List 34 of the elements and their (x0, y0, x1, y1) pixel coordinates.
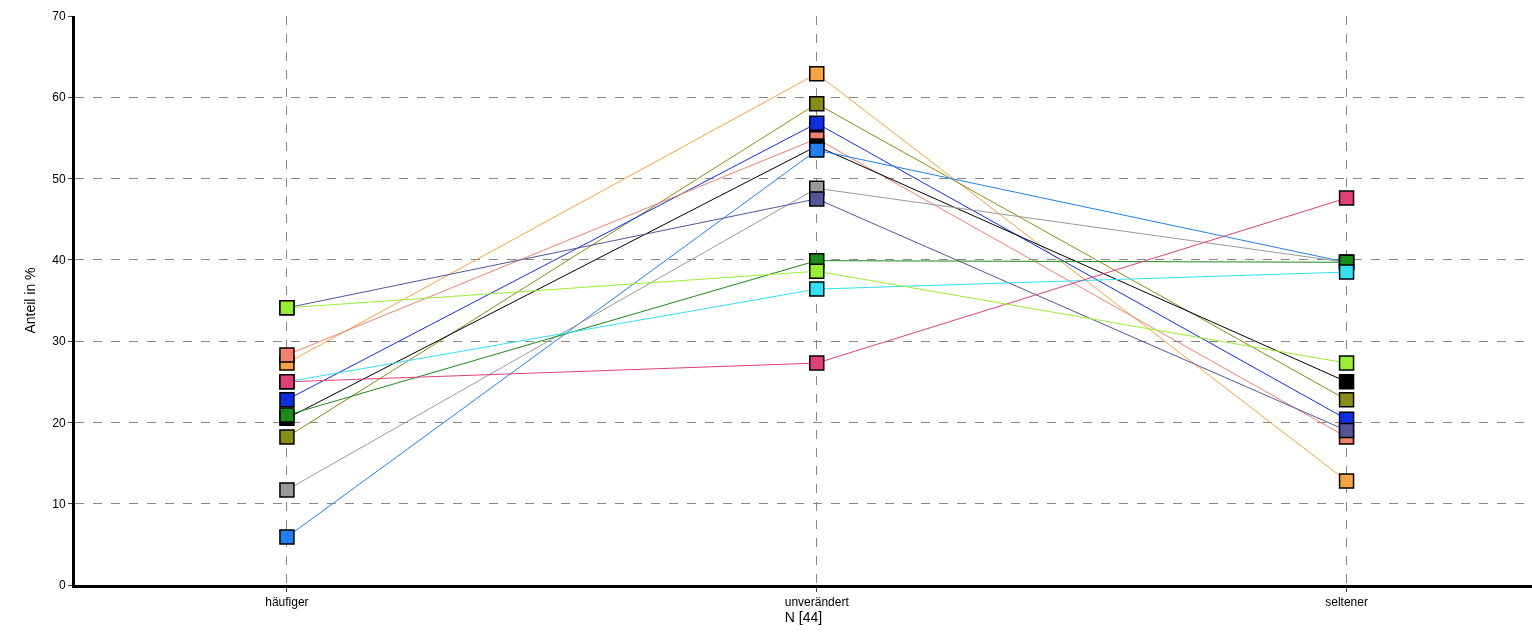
point (809, 355, 825, 371)
point (279, 407, 295, 423)
y-tick-label: 40 (52, 253, 66, 268)
point (1338, 422, 1355, 439)
point (1338, 374, 1355, 390)
x-tick-label: unverändert (784, 595, 850, 610)
point (1338, 355, 1355, 371)
x-tick-label: häufiger (265, 595, 309, 610)
point (279, 347, 295, 363)
y-tick-label: 70 (52, 9, 66, 24)
point (809, 65, 825, 82)
point (809, 263, 825, 279)
x-axis-title: N [44] (784, 609, 823, 626)
y-axis-title: Anteil in % (21, 267, 38, 334)
x-tick-label: seltener (1325, 595, 1368, 610)
point (809, 281, 825, 297)
point (809, 96, 825, 112)
point (809, 191, 825, 207)
point (279, 482, 295, 498)
point (1338, 473, 1355, 489)
point (279, 429, 295, 445)
point (1338, 190, 1355, 206)
y-tick-label: 60 (52, 90, 66, 105)
y-tick-label: 20 (52, 415, 66, 430)
y-tick-label: 50 (52, 171, 66, 186)
point (279, 529, 295, 545)
point (1338, 264, 1355, 280)
y-tick-label: 10 (52, 496, 66, 511)
point (1338, 391, 1355, 408)
point (809, 142, 825, 158)
point (279, 391, 295, 408)
y-tick-label: 0 (58, 578, 66, 593)
y-tick-label: 30 (52, 334, 66, 349)
point (809, 115, 825, 132)
